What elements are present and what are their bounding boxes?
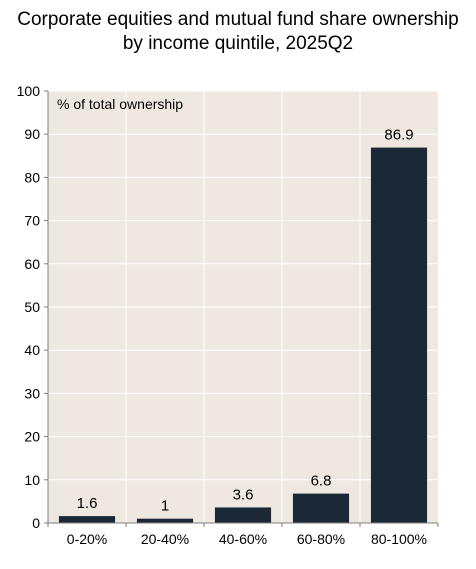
- y-tick-label: 80: [24, 169, 40, 185]
- y-tick-label: 20: [24, 429, 40, 445]
- x-tick-label: 40-60%: [219, 531, 267, 547]
- chart-title-line2: by income quintile, 2025Q2: [122, 33, 354, 54]
- y-tick-label: 30: [24, 385, 40, 401]
- data-label: 1.6: [77, 495, 98, 512]
- y-tick-label: 40: [24, 342, 40, 358]
- x-tick-label: 80-100%: [371, 531, 427, 547]
- bar-60-80%: [292, 493, 350, 523]
- x-tick-label: 0-20%: [67, 531, 107, 547]
- annotation-units: % of total ownership: [57, 96, 183, 112]
- data-label: 86.9: [384, 127, 413, 144]
- x-tick-label: 60-80%: [297, 531, 345, 547]
- data-label: 6.8: [311, 473, 332, 490]
- bar-20-40%: [136, 518, 194, 523]
- data-label: 1: [161, 498, 169, 515]
- bar-0-20%: [58, 516, 116, 523]
- data-label: 3.6: [233, 486, 254, 503]
- chart-title-line1: Corporate equities and mutual fund share…: [17, 9, 459, 30]
- y-tick-label: 70: [24, 213, 40, 229]
- y-tick-label: 100: [17, 83, 41, 99]
- y-tick-label: 90: [24, 126, 40, 142]
- bar-40-60%: [214, 507, 272, 523]
- y-tick-label: 10: [24, 472, 40, 488]
- bar-80-100%: [370, 147, 428, 524]
- chart-title: Corporate equities and mutual fund share…: [0, 8, 476, 56]
- y-tick-label: 50: [24, 299, 40, 315]
- y-tick-label: 0: [32, 515, 40, 531]
- x-tick-label: 20-40%: [141, 531, 189, 547]
- y-tick-label: 60: [24, 256, 40, 272]
